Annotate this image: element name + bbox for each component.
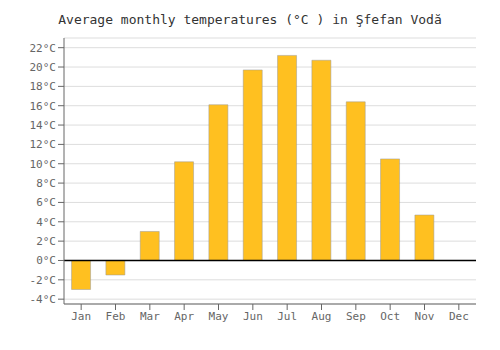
svg-text:-2°C: -2°C — [30, 274, 57, 287]
svg-text:12°C: 12°C — [30, 138, 57, 151]
svg-text:22°C: 22°C — [30, 42, 57, 55]
svg-text:0°C: 0°C — [36, 254, 56, 267]
svg-text:Oct: Oct — [380, 310, 400, 323]
svg-text:Apr: Apr — [174, 310, 194, 323]
svg-text:10°C: 10°C — [30, 158, 57, 171]
svg-text:18°C: 18°C — [30, 80, 57, 93]
svg-text:Mar: Mar — [140, 310, 160, 323]
svg-text:Sep: Sep — [346, 310, 366, 323]
html-text:Average monthly temperatures (: Average monthly temperatures (°C ) in Şf… — [58, 12, 442, 27]
svg-text:20°C: 20°C — [30, 61, 57, 74]
svg-text:16°C: 16°C — [30, 100, 57, 113]
svg-text:8°C: 8°C — [36, 177, 56, 190]
svg-text:2°C: 2°C — [36, 235, 56, 248]
svg-text:Jan: Jan — [71, 310, 91, 323]
svg-text:4°C: 4°C — [36, 216, 56, 229]
svg-text:Nov: Nov — [415, 310, 435, 323]
svg-text:Jun: Jun — [243, 310, 263, 323]
svg-text:6°C: 6°C — [36, 196, 56, 209]
svg-text:Feb: Feb — [106, 310, 126, 323]
svg-text:Dec: Dec — [449, 310, 469, 323]
svg-text:Aug: Aug — [312, 310, 332, 323]
svg-text:Jul: Jul — [277, 310, 297, 323]
svg-text:-4°C: -4°C — [30, 293, 57, 306]
svg-text:14°C: 14°C — [30, 119, 57, 132]
svg-text:May: May — [209, 310, 229, 323]
